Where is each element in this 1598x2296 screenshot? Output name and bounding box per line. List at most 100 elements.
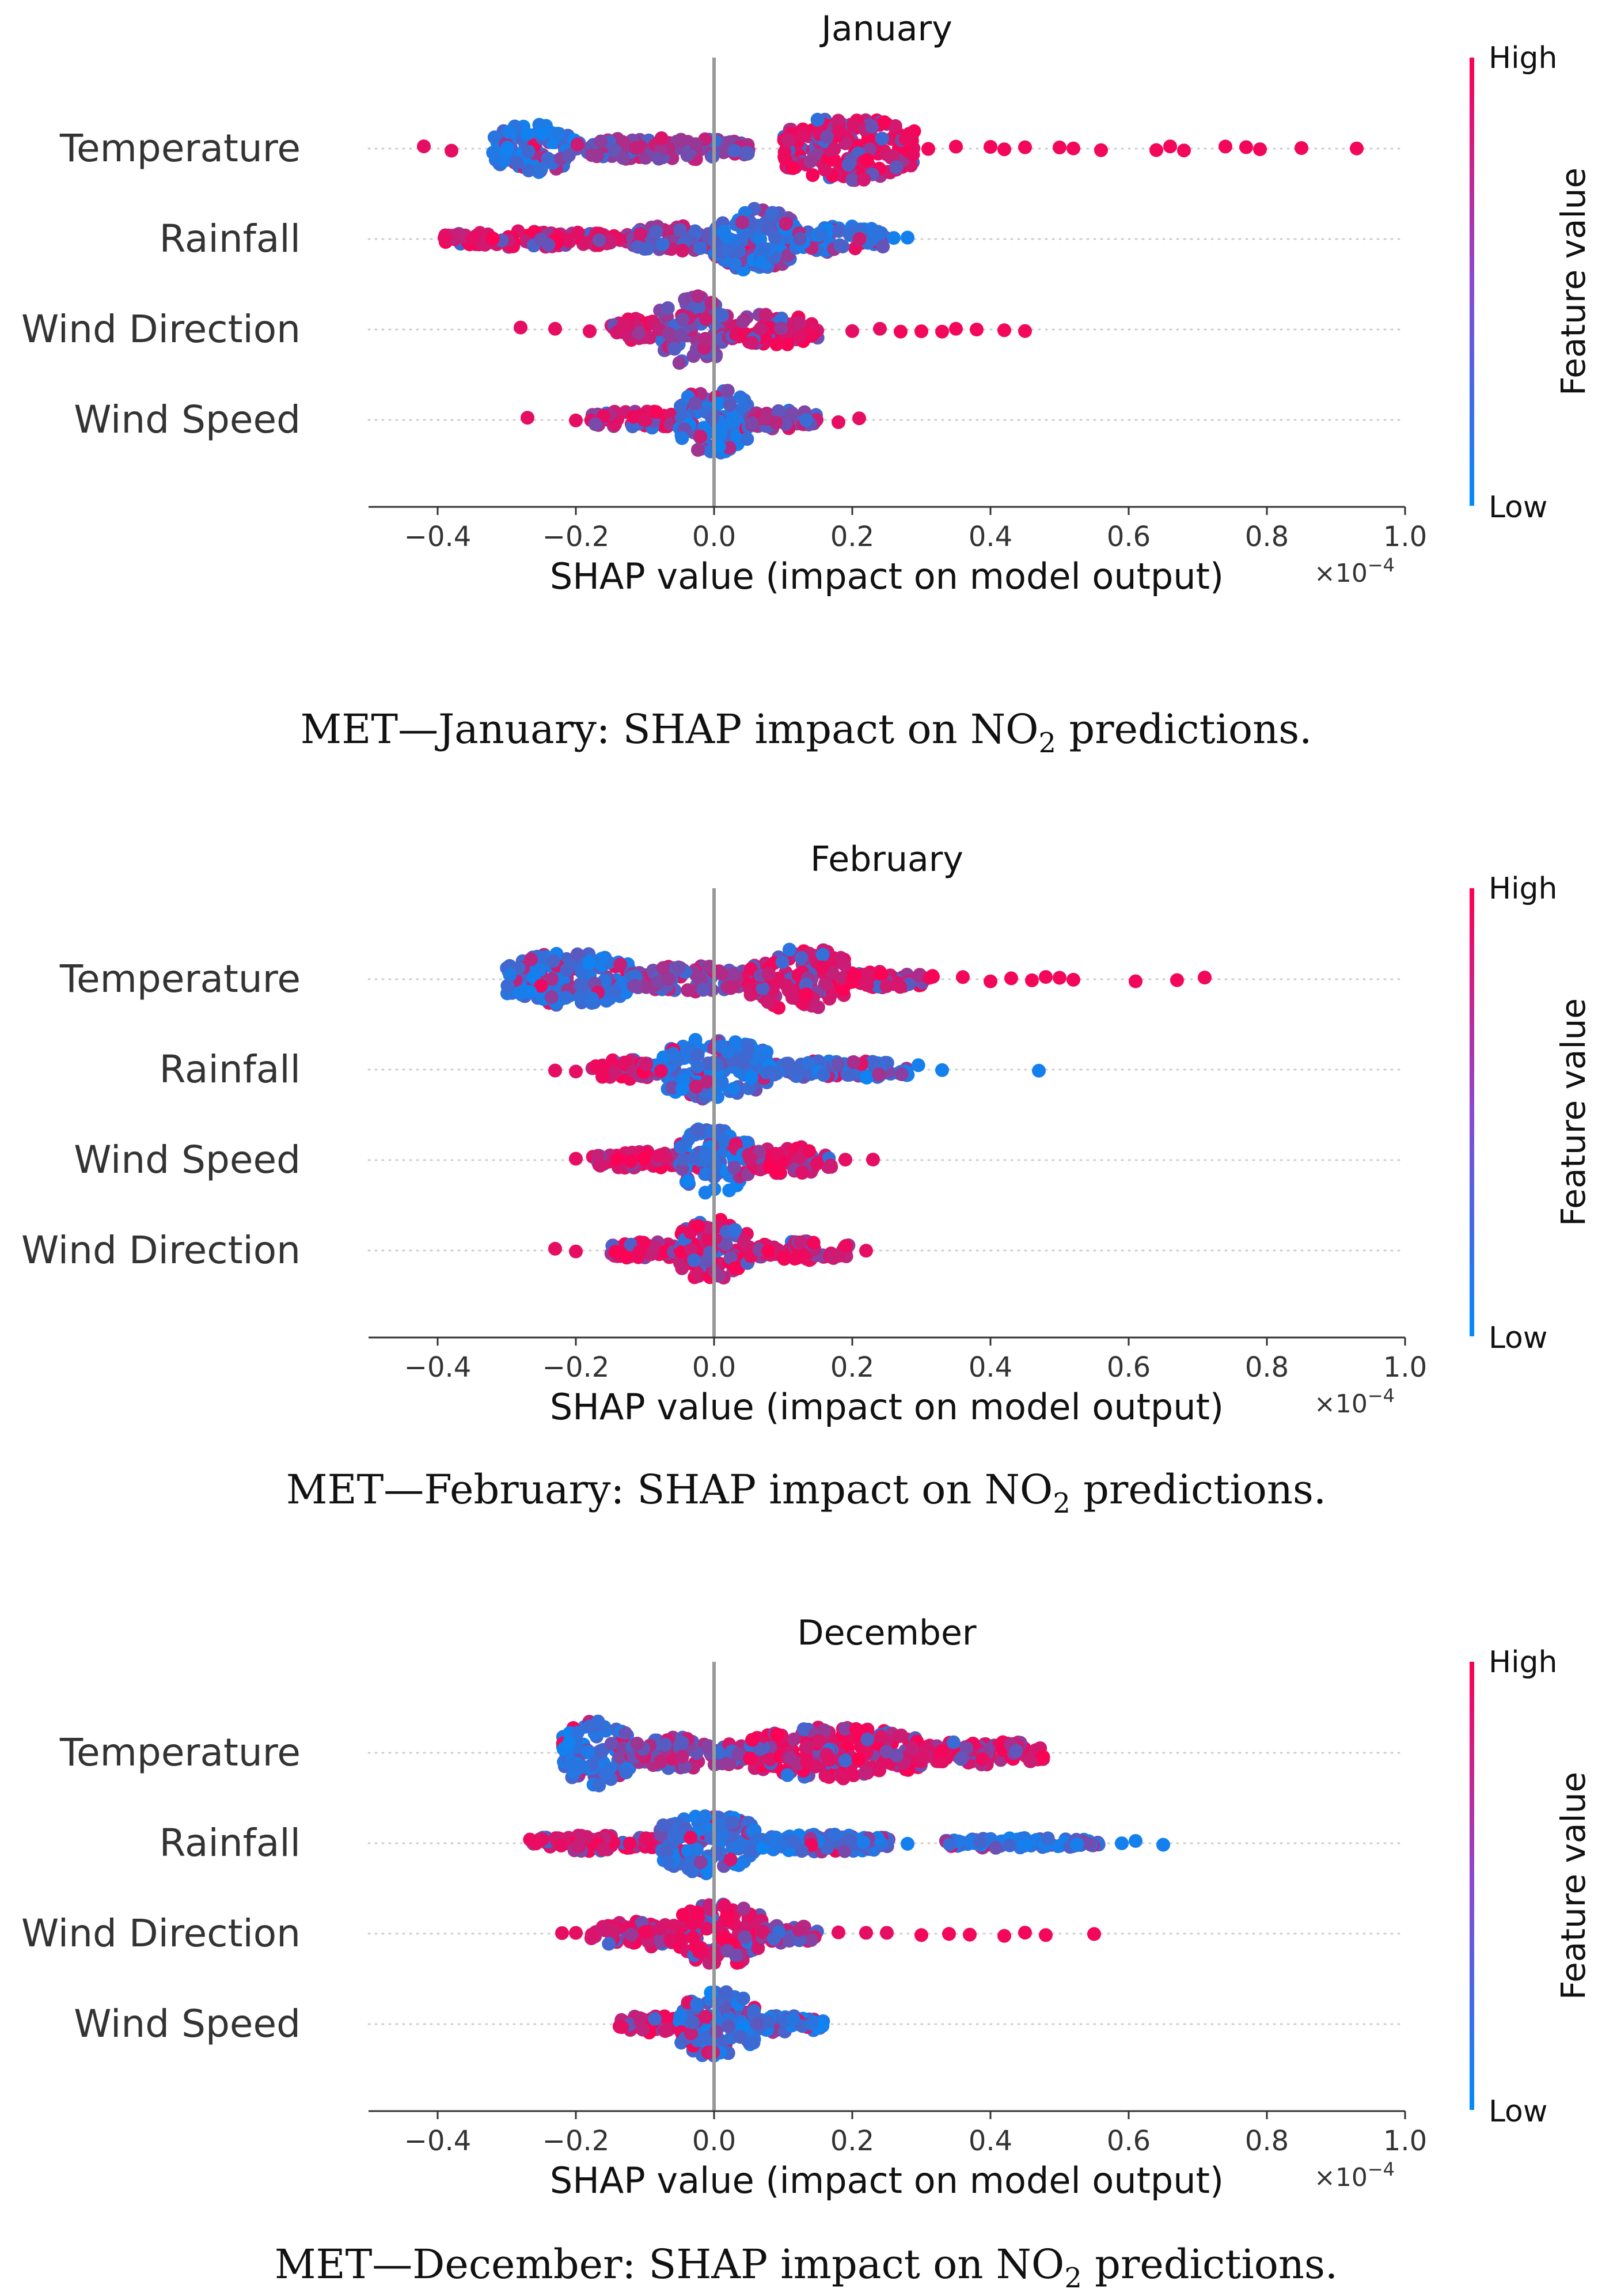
shap-point bbox=[997, 1929, 1011, 1943]
shap-point bbox=[873, 321, 887, 336]
shap-point bbox=[673, 1931, 688, 1945]
shap-point bbox=[640, 241, 655, 256]
shap-point bbox=[582, 956, 596, 970]
shap-point bbox=[832, 1925, 845, 1939]
shap-point bbox=[624, 1154, 638, 1168]
shap-point bbox=[1198, 971, 1212, 985]
shap-point bbox=[1009, 1744, 1023, 1758]
shap-point bbox=[677, 1152, 691, 1166]
shap-point bbox=[799, 977, 813, 992]
shap-point bbox=[498, 153, 512, 168]
shap-point bbox=[856, 1835, 871, 1850]
feature-dots-temperature bbox=[500, 942, 1212, 1015]
shap-point bbox=[935, 1063, 949, 1077]
shap-point bbox=[743, 1151, 757, 1166]
shap-point bbox=[610, 1152, 624, 1166]
shap-point bbox=[1032, 1063, 1046, 1078]
shap-point bbox=[791, 1152, 805, 1166]
shap-point bbox=[675, 1736, 689, 1750]
shap-point bbox=[1053, 141, 1066, 154]
shap-point bbox=[690, 1060, 705, 1074]
shap-point bbox=[901, 230, 914, 245]
shap-point bbox=[675, 1908, 690, 1922]
shap-point bbox=[832, 1249, 846, 1263]
shap-point bbox=[894, 1067, 909, 1081]
shap-point bbox=[947, 1735, 961, 1749]
shap-point bbox=[1018, 140, 1032, 154]
shap-point bbox=[632, 326, 646, 340]
shap-point bbox=[934, 1744, 948, 1759]
shap-point bbox=[569, 1926, 583, 1940]
x-tick-label: 0.2 bbox=[830, 1351, 874, 1384]
shap-point bbox=[780, 337, 795, 351]
shap-point bbox=[1129, 1834, 1142, 1848]
shap-point bbox=[502, 124, 516, 139]
shap-point bbox=[693, 241, 707, 255]
shap-point bbox=[654, 131, 669, 145]
shap-point bbox=[599, 994, 613, 1008]
shap-point bbox=[1066, 972, 1080, 987]
x-tick-label: 0.6 bbox=[1107, 1351, 1151, 1384]
x-tick-label: 0.0 bbox=[692, 521, 736, 553]
shap-point bbox=[569, 1151, 583, 1166]
shap-point bbox=[715, 1075, 729, 1089]
shap-point bbox=[674, 399, 688, 414]
x-tick-label: 0.4 bbox=[969, 1351, 1012, 1384]
shap-point bbox=[769, 1147, 783, 1161]
shap-point bbox=[710, 1058, 724, 1072]
shap-point bbox=[984, 140, 997, 154]
shap-point bbox=[1115, 1836, 1129, 1851]
colorbar bbox=[1470, 1662, 1474, 2110]
shap-point bbox=[569, 1244, 583, 1259]
shap-point bbox=[769, 415, 783, 430]
shap-point bbox=[726, 967, 741, 981]
shap-point bbox=[592, 1778, 606, 1793]
shap-point bbox=[787, 1835, 801, 1849]
shap-point bbox=[781, 133, 796, 147]
shap-point bbox=[709, 1846, 723, 1860]
shap-point bbox=[921, 142, 935, 156]
shap-point bbox=[656, 961, 670, 975]
shap-point bbox=[671, 960, 686, 975]
shap-point bbox=[570, 138, 584, 151]
shap-point bbox=[571, 225, 585, 240]
shap-point bbox=[852, 411, 866, 426]
shap-point bbox=[636, 2022, 650, 2037]
shap-point bbox=[569, 1064, 583, 1079]
shap-point bbox=[1219, 139, 1232, 154]
shap-point bbox=[675, 1261, 689, 1275]
shap-point bbox=[733, 390, 747, 404]
shap-point bbox=[662, 327, 676, 340]
shap-point bbox=[847, 968, 861, 982]
x-tick-label: −0.2 bbox=[542, 1351, 610, 1384]
shap-point bbox=[740, 432, 754, 446]
shap-point bbox=[832, 125, 846, 139]
x-tick-label: 0.2 bbox=[830, 521, 874, 553]
shap-point bbox=[859, 1926, 873, 1940]
colorbar-high-label: High bbox=[1489, 872, 1558, 906]
shap-point bbox=[997, 142, 1011, 157]
shap-point bbox=[810, 112, 825, 127]
shap-point bbox=[956, 970, 970, 984]
shap-point bbox=[906, 147, 920, 162]
shap-point bbox=[1163, 139, 1177, 154]
shap-point bbox=[817, 1068, 831, 1082]
shap-point bbox=[1051, 1839, 1065, 1854]
shap-point bbox=[701, 1739, 716, 1753]
panel-february: February Temperature Rainfall Wind Speed Win… bbox=[21, 839, 1593, 1520]
shap-point bbox=[728, 1948, 743, 1962]
x-tick-label: 0.8 bbox=[1245, 1351, 1289, 1384]
shap-point bbox=[776, 1838, 789, 1852]
shap-point bbox=[901, 1836, 914, 1851]
shap-point bbox=[699, 2010, 713, 2024]
shap-point bbox=[715, 967, 729, 981]
shap-point bbox=[828, 1828, 842, 1842]
feature-label: Wind Speed bbox=[74, 2002, 301, 2046]
shap-point bbox=[845, 324, 859, 338]
shap-point bbox=[723, 1251, 738, 1265]
shap-point bbox=[709, 1946, 723, 1960]
shap-point bbox=[905, 1741, 919, 1756]
shap-point bbox=[690, 1997, 704, 2011]
shap-point bbox=[570, 1726, 584, 1740]
shap-point bbox=[618, 1726, 632, 1740]
